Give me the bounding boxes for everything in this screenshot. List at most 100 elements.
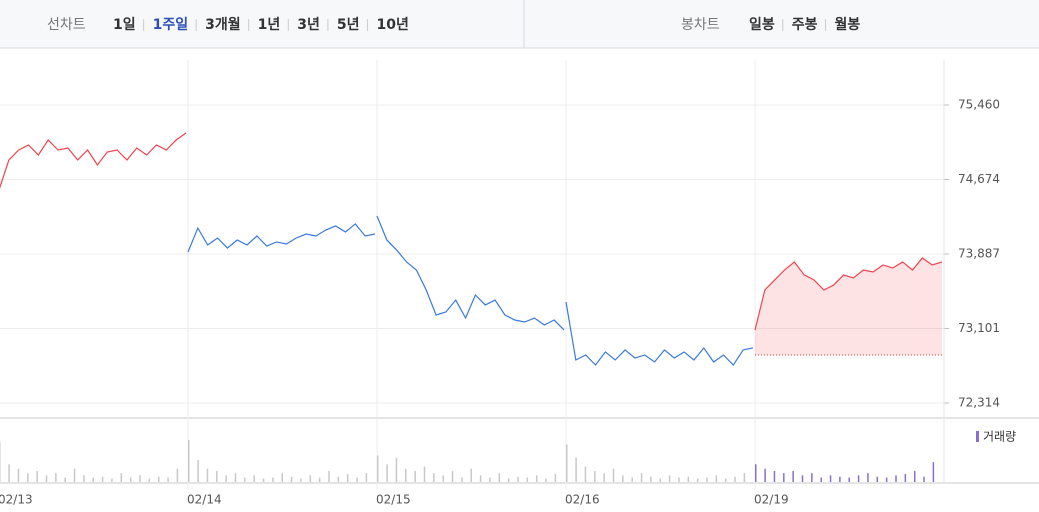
volume-bar [489,477,491,482]
volume-bar [197,459,199,482]
volume-bar [867,473,869,482]
price-line [0,132,187,189]
period-tab[interactable]: 1년 [258,17,281,33]
volume-bar [318,477,321,482]
line-chart-label: 선차트 [47,17,86,33]
period-tab[interactable]: 3개월 [205,16,241,33]
volume-bar [734,476,736,482]
volume-bar [346,474,349,482]
volume-bar [92,477,94,482]
volume-bar [83,475,85,482]
price-line [754,257,943,331]
x-tick-label: 02/15 [376,493,411,507]
volume-bar [290,476,293,482]
volume-bar [743,473,746,482]
volume-bar [764,468,766,482]
y-tick-label: 73,887 [958,247,1000,261]
volume-bar [839,476,841,482]
volume-bar [811,473,813,482]
volume-bar [253,475,255,482]
period-tab[interactable]: 10년 [377,17,409,33]
volume-bar [507,478,510,482]
volume-bar [678,477,680,482]
x-tick-label: 02/14 [187,493,222,507]
volume-bar [433,473,435,482]
volume-bar [111,478,113,482]
volume-legend: 거래량 [983,430,1016,444]
volume-bar [167,477,169,482]
volume-bar [101,476,104,482]
volume-bar [414,470,416,482]
volume-bar [773,470,776,482]
volume-bar [356,477,358,482]
volume-bar [498,473,501,482]
volume-bar [526,477,529,482]
volume-bar [120,473,123,482]
volume-bar [300,478,302,482]
volume-bar [470,468,472,482]
volume-bar [73,468,76,482]
volume-legend-swatch [976,431,979,442]
volume-bar [650,476,652,482]
candle-chart-label: 봉차트 [681,17,720,33]
volume-bar [932,462,935,482]
volume-bar [876,476,879,482]
volume-bar [244,477,246,482]
volume-bar [923,476,925,482]
volume-bar [216,470,218,482]
volume-bar [395,457,398,482]
volume-bar [64,477,66,482]
volume-bar [566,444,568,482]
candle-tab[interactable]: 월봉 [835,16,861,33]
period-tab[interactable]: 1주일 [153,17,189,33]
y-tick-label: 74,674 [958,172,1000,186]
volume-bar [157,476,160,482]
volume-bar [17,468,20,482]
volume-bar [575,457,577,482]
volume-bar [377,455,379,482]
volume-bar [517,476,519,482]
period-tab[interactable]: 1일 [113,17,136,33]
volume-bar [755,464,757,482]
candle-tab[interactable]: 주봉 [792,17,818,33]
price-line [187,223,376,253]
volume-bar [594,470,596,482]
volume-bar [535,475,538,482]
volume-bar [129,477,132,482]
volume-bar [783,473,785,482]
volume-bar [8,464,10,482]
price-line [565,301,754,366]
volume-bar [176,468,179,482]
volume-bar [451,470,454,482]
volume-bar [640,473,643,482]
volume-bar [262,478,265,482]
volume-bar [188,440,190,482]
volume-bar [27,473,29,482]
tab-bar [0,0,1039,48]
volume-bar [45,475,48,482]
volume-bar [913,470,916,482]
volume-bar [479,475,482,482]
volume-bar [0,442,1,482]
volume-bar [792,470,794,482]
volume-bar [715,475,718,482]
volume-bar [423,466,426,482]
volume-bar [904,474,907,482]
volume-bar [272,477,274,482]
volume-bar [148,478,151,482]
volume-bar [687,476,690,482]
volume-bar [612,468,615,482]
y-tick-label: 73,101 [958,321,1000,335]
volume-bar [545,478,547,482]
x-tick-label: 02/13 [0,493,33,507]
candle-tab[interactable]: 일봉 [749,17,775,33]
volume-bar [857,475,860,482]
volume-bar [724,478,727,482]
volume-bar [234,473,237,482]
period-tab[interactable]: 5년 [337,17,360,33]
volume-bar [337,476,340,482]
volume-bar [885,477,888,482]
period-tab[interactable]: 3년 [297,17,320,33]
